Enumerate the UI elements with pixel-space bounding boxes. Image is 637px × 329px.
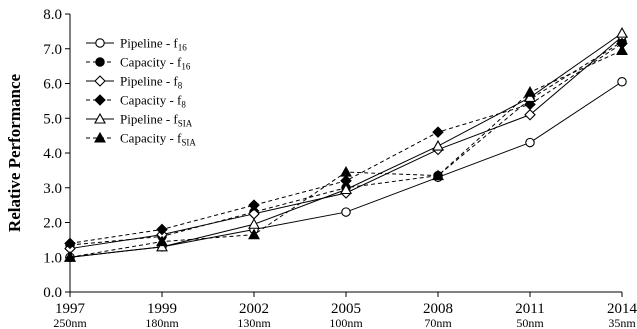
- legend-label-subscript: 16: [181, 62, 191, 72]
- legend-label-subscript: SIA: [181, 138, 196, 148]
- legend-label: Pipeline - f16: [120, 36, 187, 53]
- legend-label: Capacity - f8: [120, 93, 186, 110]
- legend-label-subscript: SIA: [178, 119, 193, 129]
- legend-label: Pipeline - fSIA: [120, 112, 193, 129]
- data-point: [340, 165, 352, 177]
- x-tick-sublabel: 35nm: [608, 316, 636, 329]
- data-point: [156, 240, 168, 252]
- legend-label-text: Capacity - f: [120, 55, 182, 70]
- legend-label-text: Pipeline - f: [120, 36, 178, 51]
- y-tick-label: 5.0: [43, 111, 62, 127]
- y-tick-label: 2.0: [43, 216, 62, 232]
- y-tick-label: 7.0: [43, 42, 62, 58]
- legend-label-subscript: 8: [181, 100, 186, 110]
- x-tick-label: 2008: [423, 301, 453, 317]
- x-tick-sublabel: 250nm: [53, 316, 87, 329]
- data-point: [156, 235, 168, 247]
- legend-label-text: Capacity - f: [120, 93, 182, 108]
- series-layer: [64, 26, 628, 263]
- legend-marker: [95, 57, 105, 67]
- legend-item: Pipeline - fSIA: [86, 112, 193, 129]
- y-axis-title: Relative Performance: [5, 73, 24, 232]
- legend-label-subscript: 8: [178, 81, 183, 91]
- y-tick-label: 6.0: [43, 77, 62, 93]
- legend-marker: [95, 38, 105, 48]
- legend-item: Pipeline - f8: [86, 74, 183, 91]
- x-tick-label: 2005: [331, 301, 361, 317]
- data-point: [616, 44, 628, 56]
- series-5: [64, 44, 628, 262]
- legend-label: Pipeline - f8: [120, 74, 183, 91]
- data-point: [617, 77, 627, 87]
- legend-label: Capacity - f16: [120, 55, 191, 72]
- data-point: [616, 26, 628, 38]
- legend-marker: [94, 75, 106, 87]
- legend-item: Pipeline - f16: [86, 36, 187, 53]
- legend-item: Capacity - f8: [86, 93, 186, 110]
- x-tick-sublabel: 100nm: [329, 316, 363, 329]
- y-tick-label: 0.0: [43, 285, 62, 301]
- legend-marker: [94, 112, 106, 124]
- data-point: [432, 139, 444, 151]
- data-point: [248, 199, 260, 211]
- legend-marker: [94, 94, 106, 106]
- data-point: [525, 137, 535, 148]
- data-point: [432, 126, 444, 138]
- y-tick-label: 1.0: [43, 250, 62, 266]
- data-point: [524, 108, 536, 121]
- y-tick-label: 4.0: [43, 146, 62, 162]
- legend-label-text: Pipeline - f: [120, 74, 178, 89]
- data-point: [64, 237, 76, 250]
- data-point: [156, 223, 168, 236]
- data-point: [64, 251, 76, 262]
- y-tick-label: 3.0: [43, 181, 62, 197]
- x-tick-sublabel: 50nm: [516, 316, 544, 329]
- legend-label-subscript: 16: [178, 43, 188, 53]
- legend-item: Capacity - f16: [86, 55, 191, 72]
- data-point: [432, 169, 444, 181]
- x-tick-label: 1999: [147, 301, 177, 317]
- x-tick-label: 2002: [239, 301, 269, 317]
- data-point: [341, 207, 351, 217]
- x-tick-label: 2014: [607, 301, 637, 317]
- x-tick-sublabel: 70nm: [424, 316, 452, 329]
- y-tick-label: 8.0: [43, 7, 62, 23]
- data-point: [248, 218, 260, 229]
- data-point: [524, 86, 536, 97]
- data-point: [248, 228, 260, 240]
- x-tick-label: 2011: [515, 301, 544, 317]
- legend-item: Capacity - fSIA: [86, 131, 196, 148]
- legend-label: Capacity - fSIA: [120, 131, 196, 148]
- x-tick-sublabel: 180nm: [145, 316, 179, 329]
- x-tick-label: 1997: [55, 301, 86, 317]
- data-point: [524, 91, 536, 102]
- data-point: [340, 183, 352, 195]
- legend-label-text: Capacity - f: [120, 131, 182, 146]
- legend-label-text: Pipeline - f: [120, 112, 178, 127]
- legend-marker: [94, 131, 106, 143]
- x-tick-sublabel: 130nm: [237, 316, 271, 329]
